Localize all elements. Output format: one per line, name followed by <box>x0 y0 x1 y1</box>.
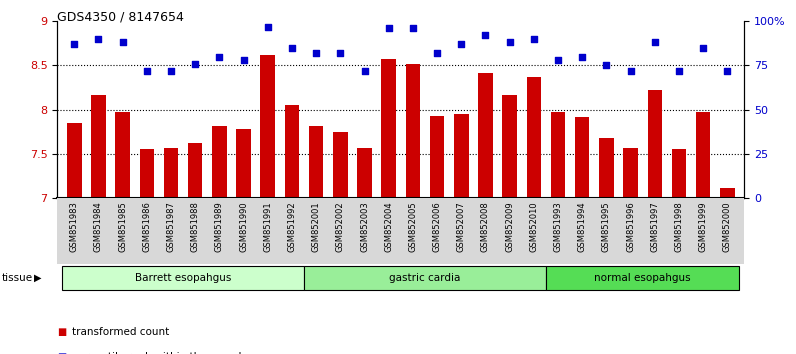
Bar <box>647 90 662 198</box>
Bar <box>502 95 517 198</box>
Bar <box>285 105 299 198</box>
Text: GSM852002: GSM852002 <box>336 201 345 252</box>
Point <box>310 50 322 56</box>
Bar <box>309 126 323 198</box>
Bar <box>260 55 275 198</box>
Text: GSM852008: GSM852008 <box>481 201 490 252</box>
Point <box>696 45 709 51</box>
Text: GSM851993: GSM851993 <box>553 201 563 252</box>
Bar <box>357 148 372 198</box>
Bar <box>454 114 469 198</box>
Text: GSM852000: GSM852000 <box>723 201 732 252</box>
Text: GSM852007: GSM852007 <box>457 201 466 252</box>
Text: GSM851990: GSM851990 <box>239 201 248 252</box>
Text: normal esopahgus: normal esopahgus <box>595 273 691 282</box>
Bar <box>164 148 178 198</box>
Text: ■: ■ <box>57 352 67 354</box>
Text: GSM851988: GSM851988 <box>191 201 200 252</box>
Point <box>479 33 492 38</box>
Text: GSM851992: GSM851992 <box>287 201 296 252</box>
Bar <box>333 132 348 198</box>
Point <box>552 57 564 63</box>
Bar <box>92 95 106 198</box>
Text: GSM852006: GSM852006 <box>432 201 442 252</box>
Bar <box>67 123 81 198</box>
Point <box>116 40 129 45</box>
Text: tissue: tissue <box>2 273 33 282</box>
Bar <box>212 126 227 198</box>
Bar <box>599 138 614 198</box>
Point <box>600 63 613 68</box>
Bar <box>551 112 565 198</box>
Text: GSM851989: GSM851989 <box>215 201 224 252</box>
Point <box>503 40 516 45</box>
Text: GDS4350 / 8147654: GDS4350 / 8147654 <box>57 11 184 24</box>
Point <box>721 68 734 74</box>
Bar <box>188 143 202 198</box>
Point <box>576 54 588 59</box>
Bar <box>720 188 735 198</box>
Point <box>673 68 685 74</box>
Bar <box>527 77 541 198</box>
Point <box>261 24 274 29</box>
Text: GSM851996: GSM851996 <box>626 201 635 252</box>
Bar <box>696 112 710 198</box>
Point <box>649 40 661 45</box>
Bar <box>236 129 251 198</box>
Text: GSM852004: GSM852004 <box>384 201 393 252</box>
Text: Barrett esopahgus: Barrett esopahgus <box>135 273 232 282</box>
Text: GSM851983: GSM851983 <box>70 201 79 252</box>
Point <box>68 41 80 47</box>
Point <box>213 54 226 59</box>
Text: GSM851986: GSM851986 <box>142 201 151 252</box>
Text: transformed count: transformed count <box>72 327 169 337</box>
Bar <box>672 149 686 198</box>
Bar <box>381 59 396 198</box>
Bar <box>115 112 130 198</box>
Point <box>431 50 443 56</box>
Bar <box>430 116 444 198</box>
Point <box>382 25 395 31</box>
Point <box>286 45 298 51</box>
Text: GSM852009: GSM852009 <box>505 201 514 252</box>
Point <box>528 36 540 42</box>
Point <box>237 57 250 63</box>
Bar <box>62 266 304 290</box>
Point <box>189 61 201 67</box>
Text: GSM851997: GSM851997 <box>650 201 659 252</box>
Point <box>624 68 637 74</box>
Point <box>358 68 371 74</box>
Bar <box>575 117 590 198</box>
Text: GSM852003: GSM852003 <box>360 201 369 252</box>
Text: GSM852010: GSM852010 <box>529 201 538 252</box>
Bar <box>139 149 154 198</box>
Bar <box>478 73 493 198</box>
Bar <box>304 266 546 290</box>
Text: ▶: ▶ <box>34 273 41 282</box>
Point <box>165 68 178 74</box>
Text: GSM852001: GSM852001 <box>311 201 321 252</box>
Text: GSM851987: GSM851987 <box>166 201 175 252</box>
Text: GSM851991: GSM851991 <box>263 201 272 252</box>
Point <box>334 50 347 56</box>
Bar <box>546 266 739 290</box>
Text: GSM851995: GSM851995 <box>602 201 611 252</box>
Text: GSM852005: GSM852005 <box>408 201 417 252</box>
Bar <box>406 64 420 198</box>
Bar <box>623 148 638 198</box>
Text: gastric cardia: gastric cardia <box>389 273 461 282</box>
Text: GSM851994: GSM851994 <box>578 201 587 252</box>
Point <box>407 25 419 31</box>
Point <box>455 41 467 47</box>
Point <box>140 68 153 74</box>
Text: percentile rank within the sample: percentile rank within the sample <box>72 352 248 354</box>
Text: GSM851999: GSM851999 <box>699 201 708 252</box>
Text: ■: ■ <box>57 327 67 337</box>
Text: GSM851984: GSM851984 <box>94 201 103 252</box>
Text: GSM851998: GSM851998 <box>674 201 684 252</box>
Text: GSM851985: GSM851985 <box>118 201 127 252</box>
Point <box>92 36 105 42</box>
